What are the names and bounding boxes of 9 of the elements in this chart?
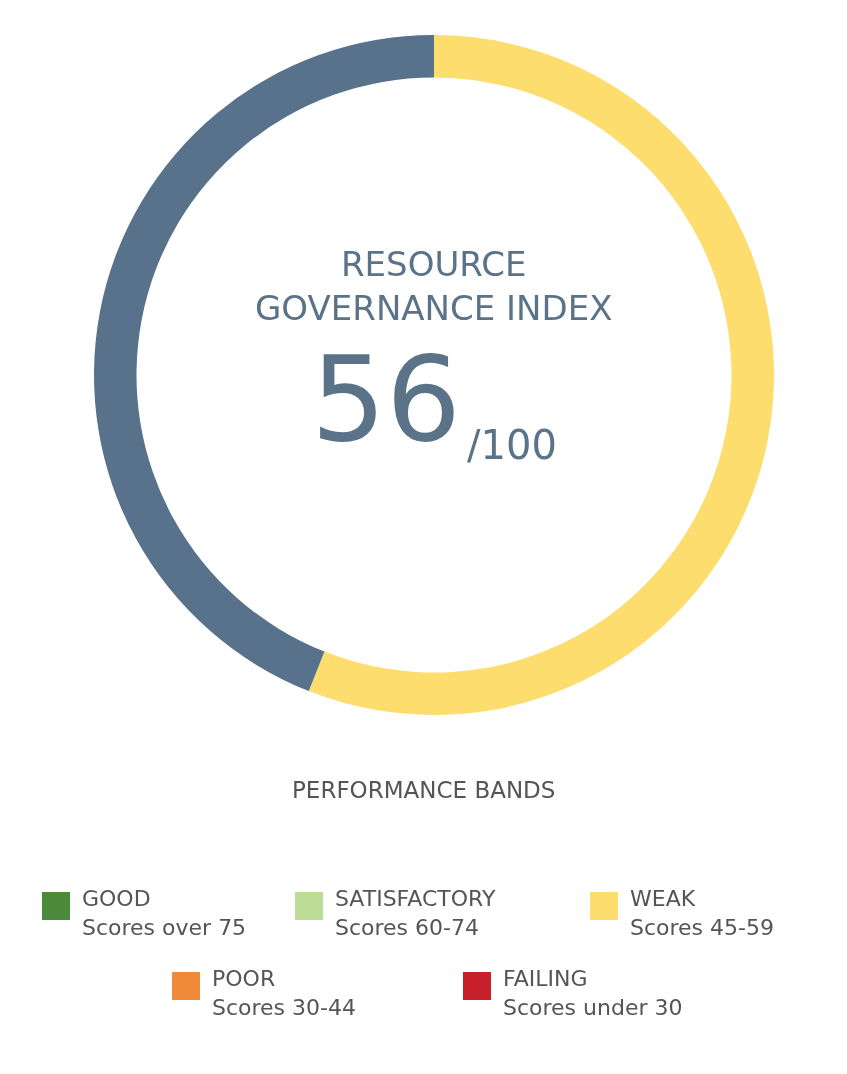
legend-label: GOOD Scores over 75 <box>82 886 247 940</box>
legend-title: PERFORMANCE BANDS <box>292 777 556 803</box>
legend-label: FAILING Scores under 30 <box>503 966 683 1020</box>
legend-label: WEAK Scores 45-59 <box>630 886 774 940</box>
text: /100 <box>467 422 557 468</box>
legend-label: POOR Scores 30-44 <box>212 966 356 1020</box>
text: RESOURCE GOVERNANCE INDEX <box>255 244 613 329</box>
legend-label: SATISFACTORY Scores 60-74 <box>335 886 496 940</box>
text: 56 <box>311 330 462 468</box>
